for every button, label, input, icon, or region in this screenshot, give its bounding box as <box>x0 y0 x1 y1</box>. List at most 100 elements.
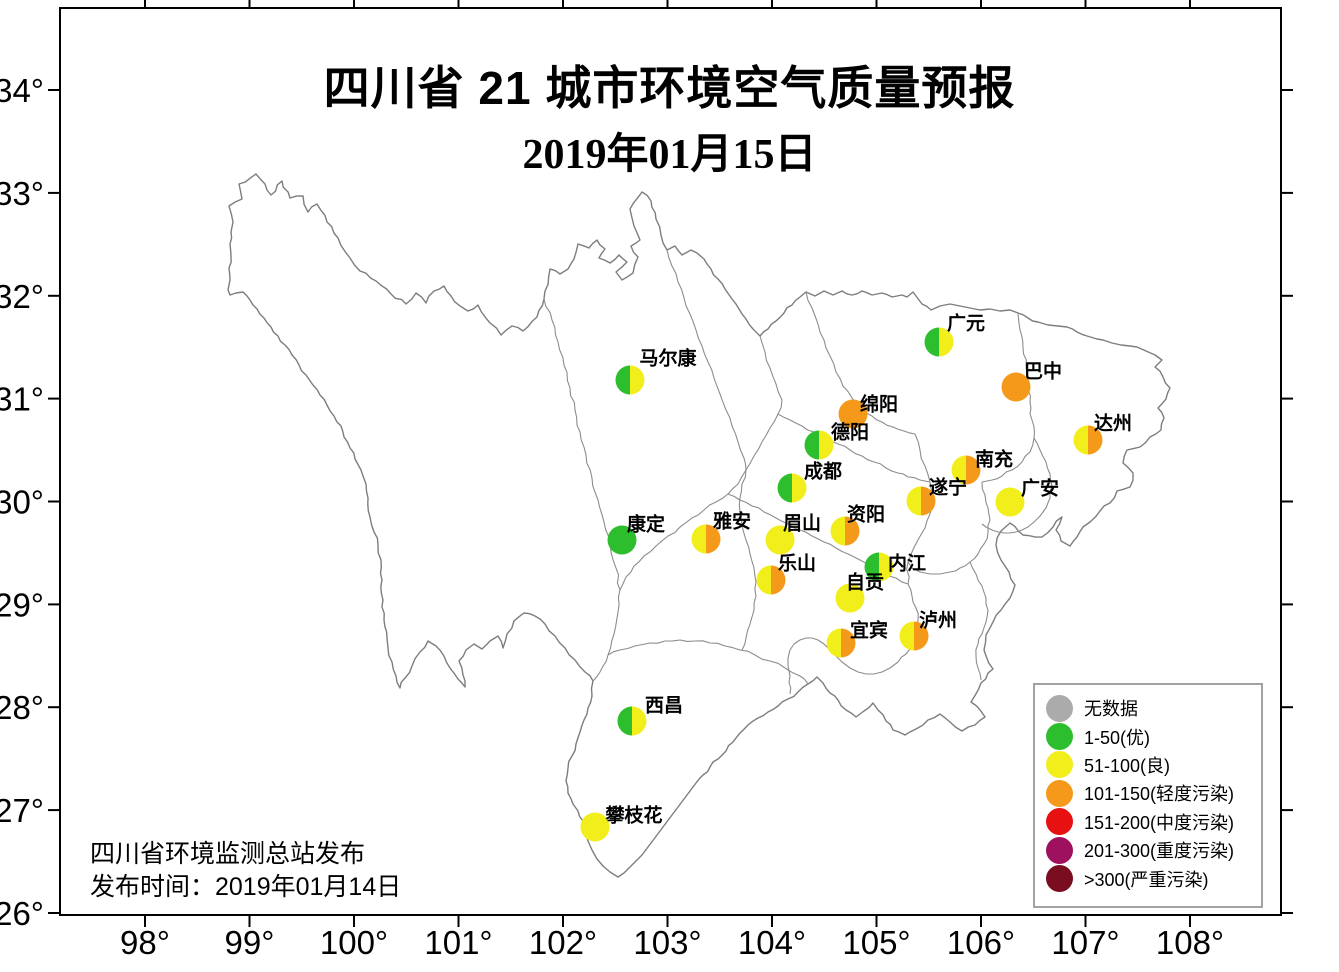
y-axis-tick-label: 31° <box>0 381 44 418</box>
legend-item-severe: >300(严重污染) <box>1035 864 1261 893</box>
y-axis-tick-label: 28° <box>0 689 44 726</box>
city-label: 达州 <box>1093 413 1133 435</box>
x-axis-tick-label: 105° <box>842 924 910 961</box>
prefecture-border <box>805 291 916 435</box>
y-axis-tick-label: 27° <box>0 792 44 829</box>
y-axis-tick-label: 34° <box>0 72 44 109</box>
legend-items: 无数据 1-50(优) 51-100(良) 101-150(轻度污染) 151-200(… <box>1035 685 1261 893</box>
city-marker-left-half <box>830 516 845 546</box>
city-marker-left-half <box>765 525 780 555</box>
prefecture-border <box>619 335 783 591</box>
legend-label: 201-300(重度污染) <box>1084 841 1235 862</box>
x-axis-tick-label: 103° <box>633 924 701 961</box>
x-axis-tick-label: 99° <box>225 924 275 961</box>
y-axis-tick-label: 26° <box>0 895 44 932</box>
city-marker-right-half <box>1016 372 1031 402</box>
prefecture-border <box>969 561 989 681</box>
city-label: 雅安 <box>712 511 752 533</box>
legend-swatch-moderate-icon <box>1046 751 1073 779</box>
city-marker-right-half <box>921 486 936 516</box>
legend-swatch-severe-icon <box>1046 865 1073 893</box>
legend-swatch-light-icon <box>1046 779 1073 807</box>
city-label: 康定 <box>626 514 666 536</box>
city-marker-right-half <box>939 327 954 357</box>
city-marker-left-half <box>838 399 853 429</box>
city-label: 乐山 <box>777 553 817 575</box>
city-label: 绵阳 <box>859 394 899 416</box>
y-axis-tick-label: 32° <box>0 278 44 315</box>
city-label: 成都 <box>803 461 843 483</box>
city-marker-left-half <box>607 525 622 555</box>
x-axis-tick-label: 101° <box>424 924 492 961</box>
city-label: 广元 <box>946 313 986 335</box>
city-marker-right-half <box>966 455 981 485</box>
city-marker-left-half <box>804 430 819 460</box>
city-label: 遂宁 <box>928 477 968 499</box>
plot-frame <box>59 7 1282 916</box>
city-marker-right-half <box>622 525 637 555</box>
city-marker-right-half <box>1010 487 1025 517</box>
x-axis-tick-label: 102° <box>529 924 597 961</box>
legend-label: 51-100(良) <box>1084 755 1171 776</box>
prefecture-border <box>543 298 621 682</box>
city-marker-left-half <box>864 552 879 582</box>
city-marker-left-half <box>580 812 595 842</box>
publisher-name: 四川省环境监测总站发布 <box>90 840 366 868</box>
city-marker-right-half <box>780 525 795 555</box>
publish-time: 发布时间：2019年01月14日 <box>90 873 402 901</box>
city-marker-right-half <box>914 621 929 651</box>
city-marker-left-half <box>995 487 1010 517</box>
y-axis-tick-label: 33° <box>0 175 44 212</box>
city-label: 泸州 <box>918 610 958 632</box>
legend-swatch-nodata-icon <box>1046 694 1073 722</box>
prefecture-border <box>907 481 991 575</box>
city-label: 内江 <box>887 553 927 575</box>
x-axis-tick-label: 108° <box>1156 924 1224 961</box>
city-marker-left-half <box>906 486 921 516</box>
city-marker-right-half <box>632 706 647 736</box>
city-marker-left-half <box>826 628 841 658</box>
city-marker-left-half <box>835 583 850 613</box>
city-marker-right-half <box>1088 425 1103 455</box>
city-label: 西昌 <box>644 695 684 717</box>
legend-label: 1-50(优) <box>1084 727 1151 748</box>
map-title: 四川省 21 城市环境空气质量预报 <box>323 62 1016 114</box>
city-marker-left-half <box>756 565 771 595</box>
city-label: 马尔康 <box>639 348 697 370</box>
legend-label: 101-150(轻度污染) <box>1084 784 1235 805</box>
city-marker-left-half <box>617 706 632 736</box>
legend-label: 无数据 <box>1084 699 1138 720</box>
prefecture-border <box>777 413 931 483</box>
legend-item-heavy: 201-300(重度污染) <box>1035 836 1261 864</box>
city-marker-right-half <box>841 628 856 658</box>
legend-item-medium: 151-200(中度污染) <box>1035 808 1261 836</box>
aqi-legend: 无数据 1-50(优) 51-100(良) 101-150(轻度污染) 151-200(… <box>1033 683 1263 908</box>
legend-item-nodata: 无数据 <box>1035 694 1261 722</box>
x-axis-tick-label: 98° <box>120 924 170 961</box>
city-label: 自贡 <box>845 572 885 594</box>
city-marker-right-half <box>819 430 834 460</box>
city-marker-right-half <box>850 583 865 613</box>
city-marker-left-half <box>1073 425 1088 455</box>
city-marker-left-half <box>777 473 792 503</box>
city-marker-right-half <box>853 399 868 429</box>
x-axis-tick-label: 100° <box>320 924 388 961</box>
legend-label: 151-200(中度污染) <box>1084 812 1235 833</box>
y-axis-tick-label: 29° <box>0 586 44 623</box>
city-label: 南充 <box>974 449 1014 471</box>
city-marker-right-half <box>706 524 721 554</box>
city-marker-left-half <box>615 365 630 395</box>
city-marker-right-half <box>879 552 894 582</box>
city-marker-right-half <box>845 516 860 546</box>
city-marker-left-half <box>924 327 939 357</box>
city-marker-right-half <box>595 812 610 842</box>
prefecture-border <box>787 561 919 695</box>
legend-item-moderate: 51-100(良) <box>1035 751 1261 779</box>
legend-item-light: 101-150(轻度污染) <box>1035 779 1261 807</box>
x-axis-tick-label: 104° <box>738 924 806 961</box>
prefecture-border <box>981 312 1036 483</box>
city-marker-left-half <box>951 455 966 485</box>
x-axis-tick-label: 107° <box>1051 924 1119 961</box>
